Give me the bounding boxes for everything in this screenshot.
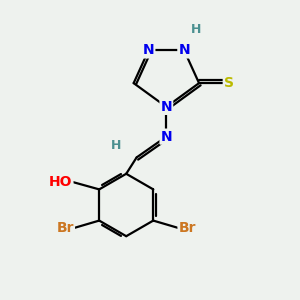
Text: H: H: [191, 23, 201, 36]
Text: N: N: [160, 100, 172, 114]
Text: Br: Br: [178, 221, 196, 235]
Text: HO: HO: [49, 175, 72, 189]
Text: N: N: [160, 130, 172, 144]
Text: Br: Br: [56, 221, 74, 235]
Text: N: N: [143, 44, 154, 57]
Text: N: N: [178, 44, 190, 57]
Text: S: S: [224, 76, 234, 90]
Text: H: H: [111, 139, 121, 152]
